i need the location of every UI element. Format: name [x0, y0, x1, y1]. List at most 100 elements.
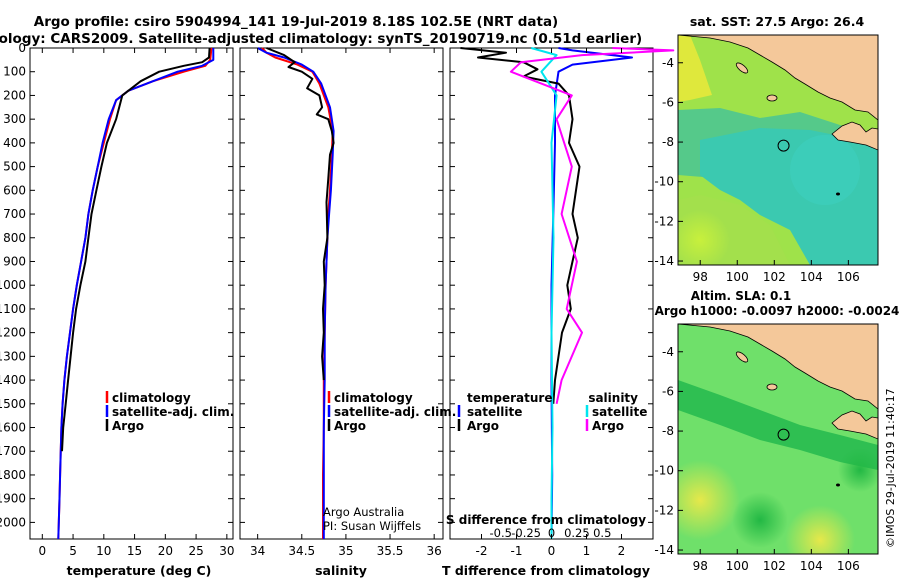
sla-island: [836, 483, 840, 487]
ytick-label: 400: [3, 136, 26, 150]
sla-yellow-patch: [678, 460, 740, 540]
ytick-label: 1200: [0, 326, 26, 340]
legend-label: Argo: [112, 419, 144, 433]
ytick-label: 600: [3, 183, 26, 197]
header-subtitle: Climatology: CARS2009. Satellite-adjuste…: [0, 31, 642, 47]
map-ytick-label: -6: [662, 384, 674, 398]
sst-land-java: [831, 121, 878, 151]
salinity-legend: climatology satellite-adj. clim. Argo: [327, 391, 456, 433]
header-title: Argo profile: csiro 5904994_141 19-Jul-2…: [34, 14, 558, 30]
temperature-series: [57, 47, 215, 540]
salinity-series: [257, 47, 335, 539]
map-xtick-label: 102: [763, 559, 786, 573]
legend-label: Argo: [334, 419, 366, 433]
sst-island: [735, 62, 749, 74]
sla-island: [735, 351, 749, 363]
map-xtick-label: 102: [763, 270, 786, 284]
map-xtick-label: 106: [837, 559, 860, 573]
sla-green-eddy: [838, 448, 878, 492]
map-ytick-label: -8: [662, 424, 674, 438]
sst-map-ticks: 98 100 102 104 106 -4 -6 -8 -10 -12 -14: [654, 56, 859, 284]
map-xtick-label: 100: [726, 559, 749, 573]
series-line-s-argo: [509, 47, 675, 405]
xtick-label: 1: [583, 544, 591, 558]
legend-label: satellite-adj. clim.: [334, 405, 456, 419]
map-ytick-label: -6: [662, 95, 674, 109]
ytick-label: 1800: [0, 468, 26, 482]
map-ytick-label: -14: [654, 543, 674, 557]
salinity-xlabel: salinity: [315, 563, 367, 578]
legend-label: satellite-adj. clim.: [112, 405, 234, 419]
series-line-argo: [61, 47, 211, 452]
sst-island: [836, 192, 840, 196]
x2tick-label: 0.5: [593, 526, 611, 540]
xtick-label: 34: [250, 544, 265, 558]
sla-map-frame: [677, 323, 879, 555]
ytick-label: 700: [3, 207, 26, 221]
sst-map: 98 100 102 104 106 -4 -6 -8 -10 -12 -14: [654, 34, 879, 284]
map-ytick-label: -10: [654, 464, 674, 478]
credit-text: ©IMOS 29-Jul-2019 11:40:17: [884, 388, 897, 548]
ytick-label: 200: [3, 88, 26, 102]
argo-float-marker: [777, 428, 790, 441]
ytick-label: 800: [3, 231, 26, 245]
sst-map-title: sat. SST: 27.5 Argo: 26.4: [690, 14, 865, 29]
xtick-label: 2: [618, 544, 626, 558]
map-ytick-label: -14: [654, 254, 674, 268]
sla-green-eddy: [732, 492, 788, 548]
xtick-label: 5: [69, 544, 77, 558]
legend-label: Argo: [467, 419, 499, 433]
x2tick-label: 0: [548, 526, 555, 540]
ytick-label: 1500: [0, 397, 26, 411]
argo-float-marker: [777, 139, 790, 152]
xtick-label: 35: [338, 544, 353, 558]
ytick-label: 300: [3, 112, 26, 126]
series-line-t-argo: [460, 47, 581, 404]
map-xtick-label: 106: [837, 270, 860, 284]
sla-map-subtitle: Argo h1000: -0.0097 h2000: -0.0024: [655, 304, 900, 318]
ytick-label: 900: [3, 254, 26, 268]
xtick-label: 0: [548, 544, 556, 558]
sst-cool-blob: [790, 135, 860, 205]
map-ytick-label: -4: [662, 56, 674, 70]
salinity-axes: [239, 47, 444, 540]
attribution-line2: PI: Susan Wijffels: [323, 519, 421, 533]
ytick-label: 0: [18, 41, 26, 55]
legend-label: climatology: [112, 391, 191, 405]
series-line-s-satellite: [530, 47, 558, 539]
xtick-label: -1: [511, 544, 523, 558]
ytick-label: 1700: [0, 444, 26, 458]
sla-island: [766, 383, 778, 391]
legend-title-salinity: salinity: [588, 391, 638, 405]
sst-band-yellow: [678, 35, 712, 102]
xtick-label: 35.5: [377, 544, 404, 558]
legend-label: satellite: [592, 405, 647, 419]
xtick-label: 34.5: [288, 544, 315, 558]
ytick-label: 100: [3, 65, 26, 79]
x2tick-label: -0.5: [490, 526, 512, 540]
temperature-legend: climatology satellite-adj. clim. Argo: [105, 391, 234, 433]
series-line-argo: [266, 47, 335, 381]
xtick-label: 10: [96, 544, 111, 558]
difference-x2label: S difference from climatology: [446, 513, 646, 527]
ytick-label: 1600: [0, 421, 26, 435]
temperature-xlabel: temperature (deg C): [67, 563, 212, 578]
sst-map-frame: [677, 34, 879, 266]
sla-map-ticks: 98 100 102 104 106 -4 -6 -8 -10 -12 -14: [654, 345, 859, 573]
map-xtick-label: 98: [693, 559, 708, 573]
ytick-label: 1100: [0, 302, 26, 316]
ytick-label: 1000: [0, 278, 26, 292]
xtick-label: 15: [127, 544, 142, 558]
map-xtick-label: 100: [726, 270, 749, 284]
xtick-label: 36: [427, 544, 442, 558]
sla-land-java: [831, 410, 878, 440]
map-ytick-label: -10: [654, 175, 674, 189]
sla-map: 98 100 102 104 106 -4 -6 -8 -10 -12 -14: [654, 323, 879, 573]
xtick-label: 30: [219, 544, 234, 558]
map-ytick-label: -12: [654, 214, 674, 228]
sst-land-sumatra: [678, 35, 878, 121]
xtick-label: 20: [158, 544, 173, 558]
series-line-satellite-adj-clim-: [57, 48, 215, 540]
map-xtick-label: 104: [800, 270, 823, 284]
sst-warm-patch: [678, 210, 730, 265]
